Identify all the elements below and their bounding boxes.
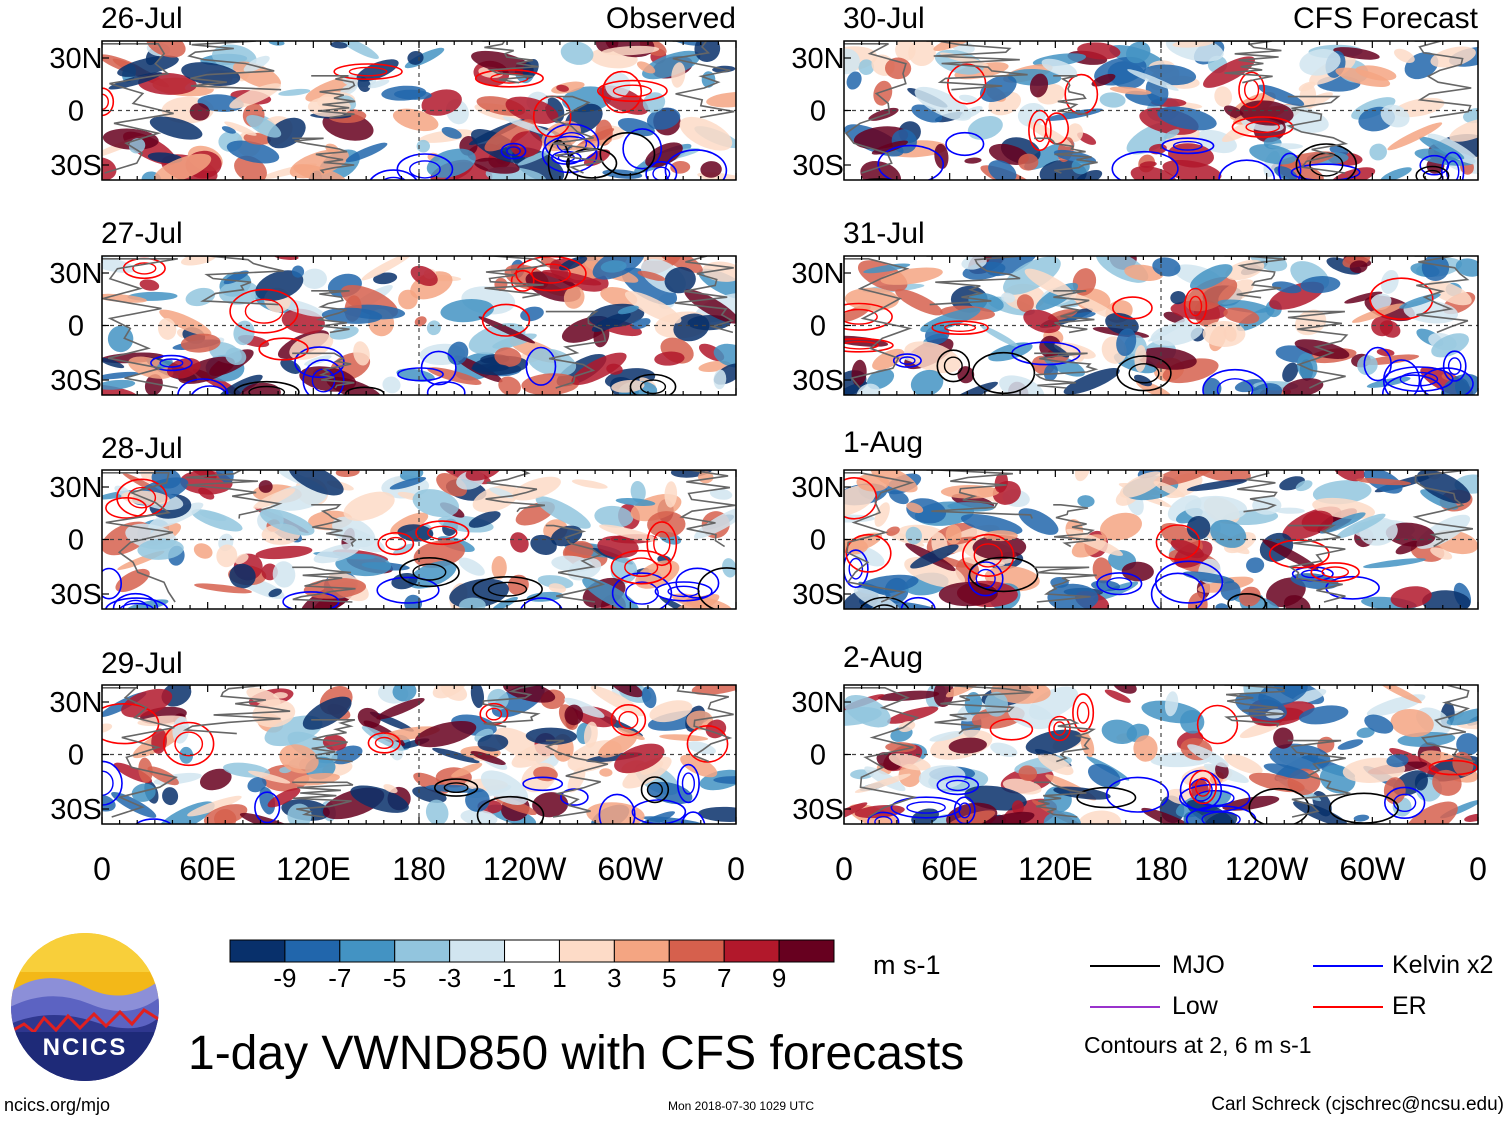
obs-date-4: 29-Jul xyxy=(101,647,183,680)
colorbar-level-label: -1 xyxy=(492,963,517,993)
colorbar-swatch xyxy=(339,939,396,963)
y-tick-label: 30S xyxy=(50,794,102,826)
y-tick-label: 30N xyxy=(791,687,844,719)
x-tick-label: 120W xyxy=(483,851,567,887)
colorbar-level-label: 1 xyxy=(552,963,567,993)
x-tick-label: 120E xyxy=(276,851,351,887)
colorbar-swatch xyxy=(504,939,560,963)
legend-label-mjo: MJO xyxy=(1172,951,1225,979)
y-tick-label: 0 xyxy=(810,96,826,128)
legend-line-mjo xyxy=(1090,965,1160,967)
legend-line-kelvin xyxy=(1313,965,1383,967)
colorbar-level-label: -9 xyxy=(273,963,297,993)
y-tick-label: 0 xyxy=(810,311,826,343)
y-tick-label: 30N xyxy=(791,43,844,75)
x-tick-label: 60W xyxy=(597,851,664,887)
x-tick-label: 60E xyxy=(921,851,978,887)
map-panel-26-Jul xyxy=(102,41,736,180)
footer-url[interactable]: ncics.org/mjo xyxy=(4,1095,111,1115)
fc-heading: CFS Forecast xyxy=(1292,2,1478,35)
fc-date-1: 30-Jul xyxy=(843,2,925,35)
logo-text: NCICS xyxy=(43,1034,128,1061)
colorbar-swatch xyxy=(394,939,451,963)
x-tick-label: 60W xyxy=(1339,851,1406,887)
colorbar-level-label: -5 xyxy=(383,963,407,993)
colorbar-swatch xyxy=(613,939,670,963)
colorbar-swatch xyxy=(229,939,286,963)
colorbar-level-label: 3 xyxy=(607,963,622,993)
colorbar-swatch xyxy=(723,939,780,963)
y-tick-label: 30N xyxy=(49,687,102,719)
y-tick-label: 0 xyxy=(68,525,84,557)
map-panel-30-Jul xyxy=(844,41,1478,180)
colorbar xyxy=(229,939,835,963)
y-tick-label: 0 xyxy=(810,740,826,772)
y-tick-label: 30S xyxy=(792,365,844,397)
colorbar-swatch xyxy=(668,939,725,963)
x-tick-label: 120W xyxy=(1225,851,1309,887)
colorbar-units: m s-1 xyxy=(873,950,941,980)
fc-date-3: 1-Aug xyxy=(843,426,924,459)
colorbar-swatch xyxy=(778,939,835,963)
colorbar-level-label: 7 xyxy=(716,963,732,993)
y-tick-label: 30S xyxy=(792,794,844,826)
y-tick-label: 30S xyxy=(50,365,102,397)
colorbar-level-label: 5 xyxy=(662,963,677,993)
map-panel-28-Jul xyxy=(102,470,736,609)
x-tick-label: 0 xyxy=(1469,851,1487,887)
y-tick-label: 0 xyxy=(68,740,84,772)
x-tick-label: 120E xyxy=(1018,851,1093,887)
obs-date-3: 28-Jul xyxy=(101,432,183,465)
y-tick-label: 30S xyxy=(792,579,844,611)
ncics-logo: NCICS xyxy=(11,933,159,1081)
map-panel-1-Aug xyxy=(844,470,1478,609)
footer-timestamp: Mon 2018-07-30 1029 UTC xyxy=(668,1099,815,1113)
legend-line-er xyxy=(1313,1006,1383,1008)
y-tick-label: 30N xyxy=(791,472,844,504)
x-tick-label: 0 xyxy=(727,851,745,887)
y-tick-label: 30N xyxy=(49,472,102,504)
y-tick-label: 30S xyxy=(792,150,844,182)
y-tick-label: 30N xyxy=(49,258,102,290)
y-tick-label: 0 xyxy=(68,96,84,128)
map-panel-29-Jul xyxy=(102,685,736,824)
y-tick-label: 0 xyxy=(810,525,826,557)
obs-heading: Observed xyxy=(605,2,736,35)
fc-date-2: 31-Jul xyxy=(843,217,925,250)
map-panel-27-Jul xyxy=(102,256,736,395)
map-panel-31-Jul xyxy=(844,256,1478,395)
fc-date-4: 2-Aug xyxy=(843,641,924,674)
obs-date-2: 27-Jul xyxy=(101,217,183,250)
obs-date-1: 26-Jul xyxy=(101,2,183,35)
y-tick-label: 30N xyxy=(49,43,102,75)
y-tick-label: 0 xyxy=(68,311,84,343)
colorbar-swatch xyxy=(449,939,506,963)
y-tick-label: 30S xyxy=(50,579,102,611)
x-tick-label: 0 xyxy=(93,851,111,887)
legend-label-low: Low xyxy=(1172,992,1218,1020)
colorbar-swatch xyxy=(558,939,615,963)
map-panel-2-Aug xyxy=(844,685,1478,824)
x-tick-label: 60E xyxy=(179,851,236,887)
legend-label-kelvin: Kelvin x2 xyxy=(1392,951,1494,979)
x-tick-label: 180 xyxy=(1134,851,1187,887)
colorbar-level-label: -7 xyxy=(328,963,352,993)
colorbar-level-label: -3 xyxy=(438,963,462,993)
x-tick-label: 0 xyxy=(835,851,853,887)
chart-title: 1-day VWND850 with CFS forecasts xyxy=(188,1027,965,1080)
legend-line-low xyxy=(1090,1006,1160,1008)
footer-credit: Carl Schreck (cjschrec@ncsu.edu) xyxy=(1211,1094,1504,1115)
y-tick-label: 30N xyxy=(791,258,844,290)
colorbar-swatch xyxy=(284,939,341,963)
legend-label-er: ER xyxy=(1392,992,1427,1020)
contour-note: Contours at 2, 6 m s-1 xyxy=(1084,1032,1312,1058)
y-tick-label: 30S xyxy=(50,150,102,182)
colorbar-level-label: 9 xyxy=(771,963,787,993)
x-tick-label: 180 xyxy=(392,851,445,887)
map-panels: 30N 0 30S 30N 0 30S 30N 0 30S 30N 0 30S 0 60E 120E 180 1… xyxy=(49,40,1487,887)
